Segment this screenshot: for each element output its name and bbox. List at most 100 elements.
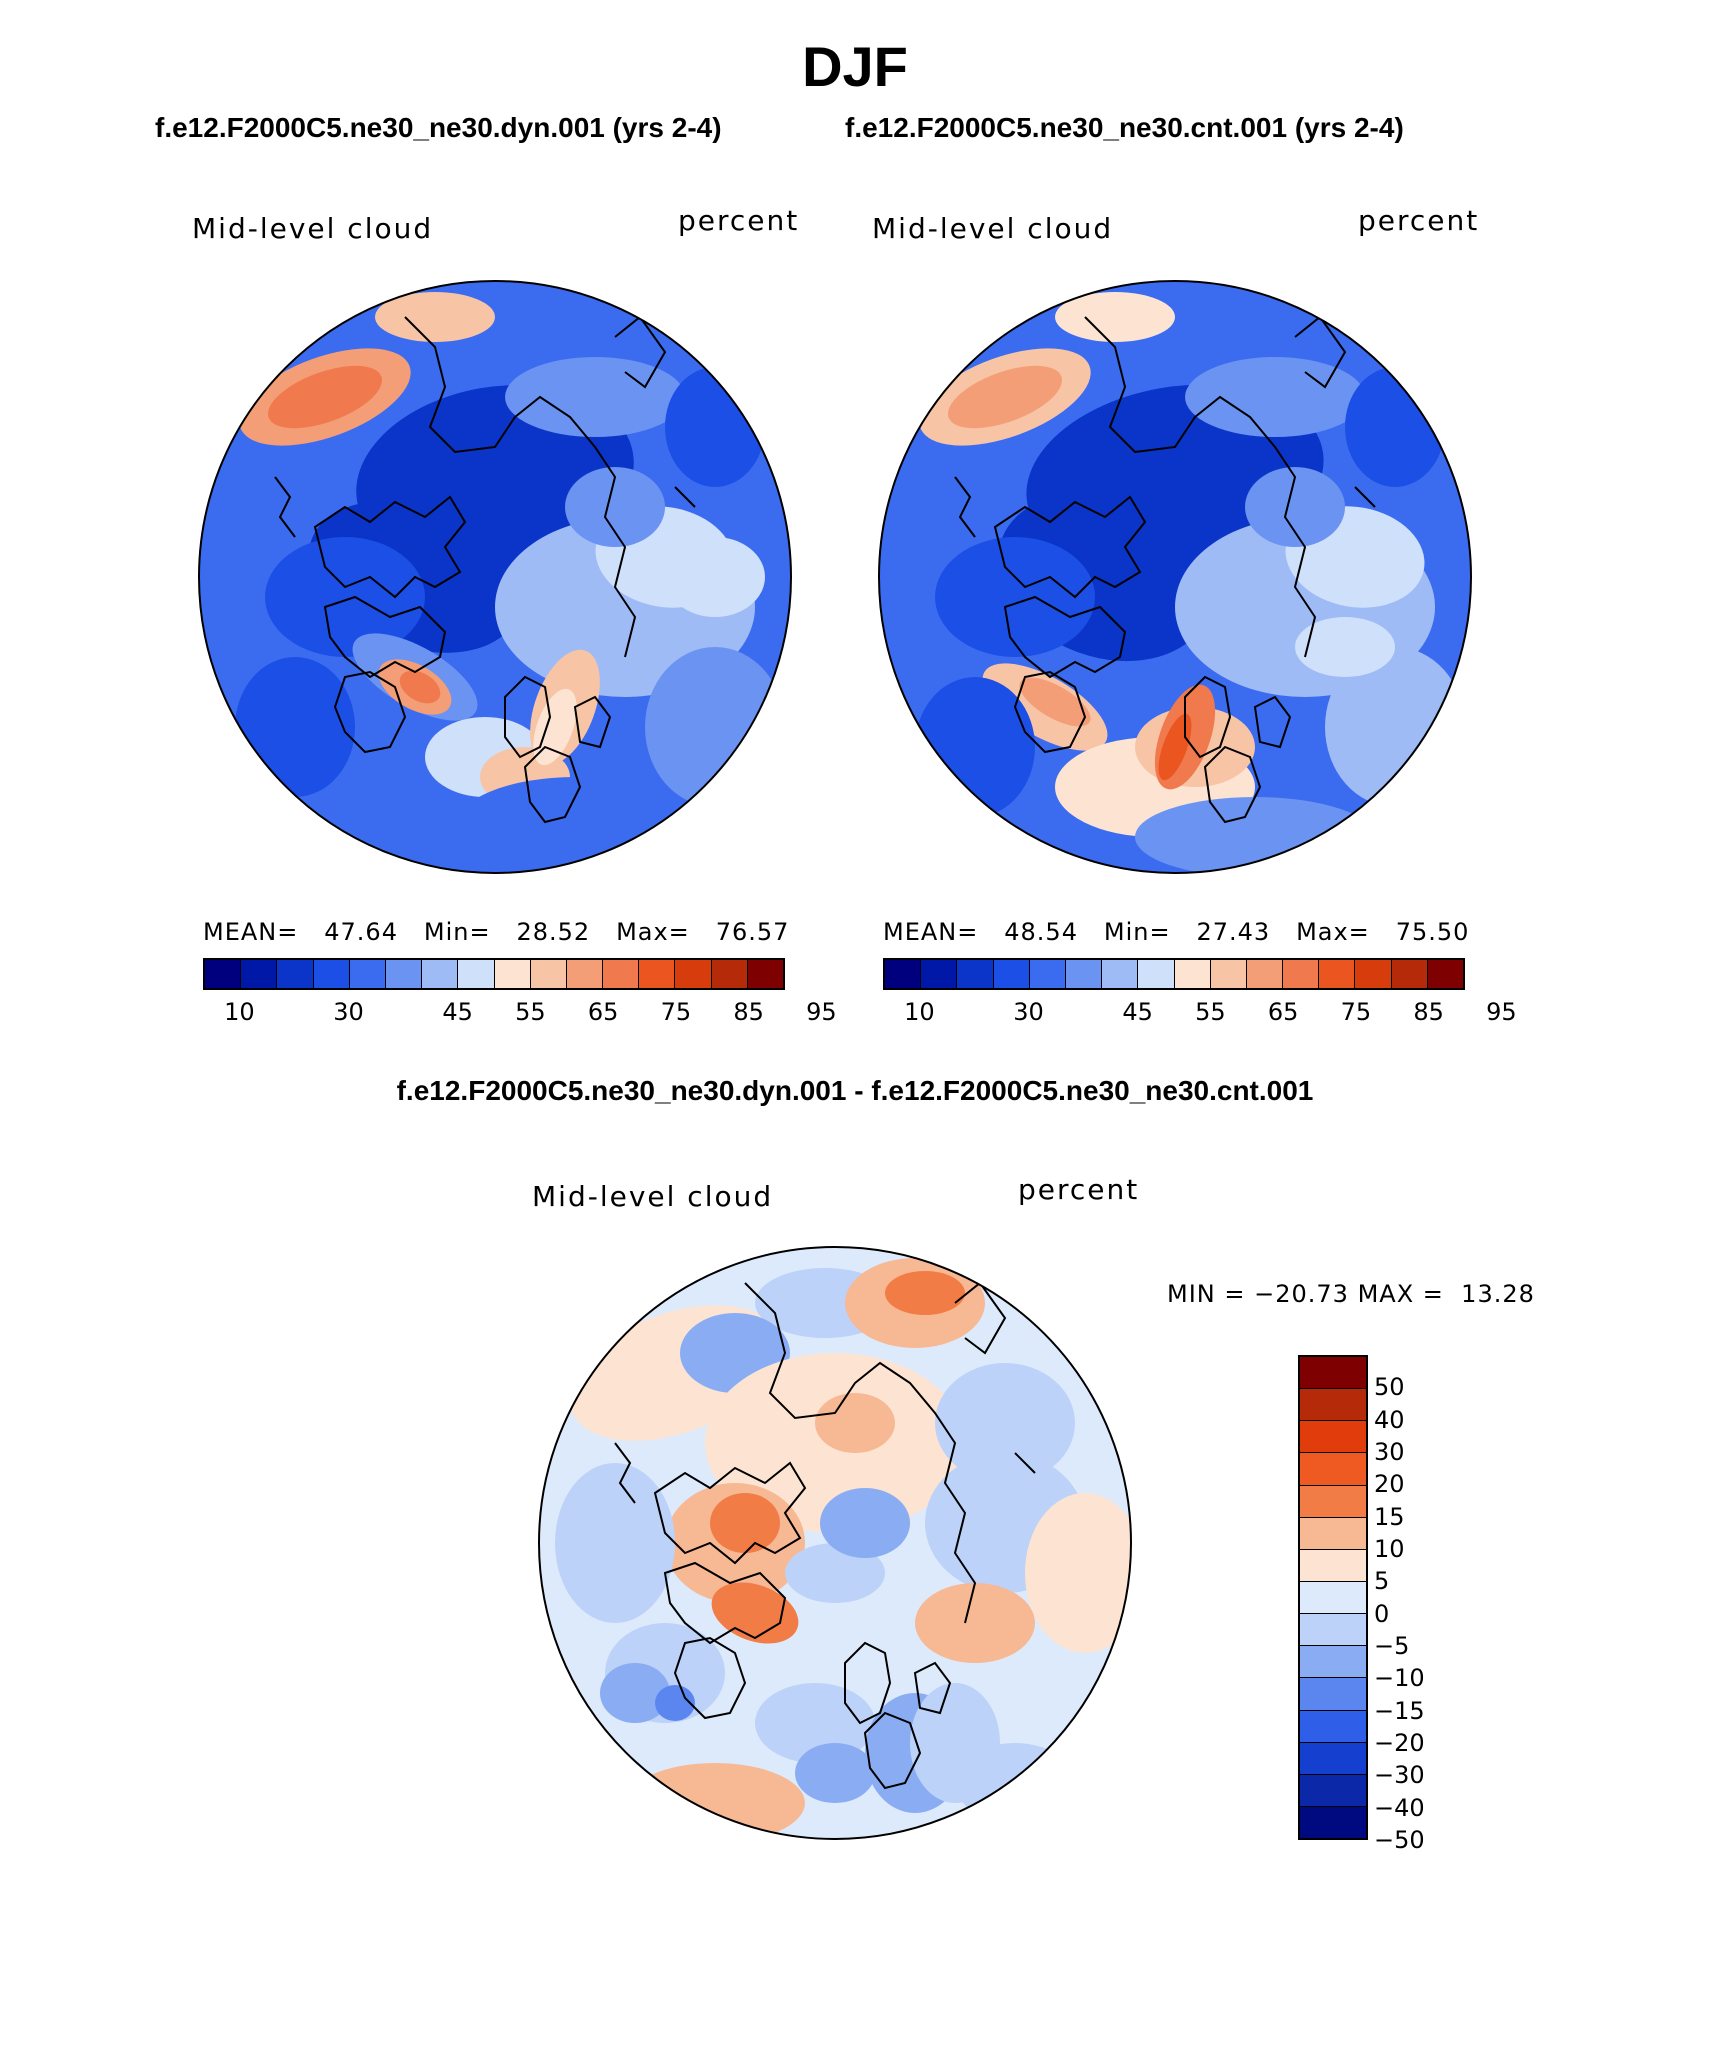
- coastline: [274, 476, 296, 538]
- coastline: [954, 1281, 1007, 1355]
- coastline: [313, 495, 467, 599]
- panel1-max-value: 76.57: [715, 918, 790, 946]
- colorbar-tick-label: 30: [1374, 1438, 1405, 1466]
- cloud-patch: [935, 1363, 1075, 1483]
- colorbar-tick-label: −10: [1374, 1664, 1425, 1693]
- colorbar-cell: [1210, 960, 1247, 988]
- coastline: [954, 476, 976, 538]
- cloud-patch: [555, 1463, 675, 1623]
- coastline: [1253, 695, 1292, 749]
- colorbar-tick-label: 65: [1267, 998, 1299, 1026]
- coastline: [663, 1561, 787, 1645]
- colorbar-tick-label: 75: [1340, 998, 1372, 1026]
- coastline: [1203, 745, 1262, 824]
- cloud-patch: [533, 688, 577, 766]
- colorbar-cell: [1355, 960, 1392, 988]
- cloud-patch: [795, 1743, 875, 1803]
- panel2-units-label: percent: [1358, 204, 1480, 237]
- colorbar-cell: [1300, 1389, 1366, 1422]
- colorbar-cell: [1319, 960, 1356, 988]
- cloud-patch: [885, 1271, 965, 1315]
- coastline: [614, 315, 667, 389]
- colorbar-cell: [1427, 960, 1463, 988]
- panel1-units-label: percent: [678, 204, 800, 237]
- colorbar-tick-label: 50: [1374, 1373, 1405, 1402]
- colorbar-cell: [1300, 1646, 1366, 1679]
- colorbar-cell: [566, 960, 604, 988]
- colorbar-cell: [241, 960, 278, 988]
- coastline: [993, 495, 1147, 599]
- colorbar-cell: [1300, 1485, 1366, 1518]
- cloud-patch: [955, 1743, 1075, 1823]
- cloud-patch: [1019, 677, 1091, 727]
- panel3-stats: MIN = −20.73 MAX = 13.28: [1167, 1280, 1535, 1308]
- colorbar-tick-label: 30: [333, 998, 364, 1026]
- colorbar-tick-label: 10: [224, 998, 255, 1026]
- colorbar-tick-label: 20: [1374, 1470, 1405, 1499]
- cloud-patch: [399, 670, 441, 704]
- panel2-max-label: Max=: [1296, 918, 1370, 946]
- colorbar-tick-label: −50: [1374, 1826, 1425, 1854]
- cloud-patch: [565, 467, 665, 547]
- colorbar-cell: [1300, 1357, 1366, 1390]
- colorbar-tick-label: 45: [442, 998, 473, 1026]
- colorbar-tick-label: 10: [904, 998, 935, 1026]
- panel1-map: [198, 280, 792, 874]
- panel3-max-label: MAX =: [1357, 1280, 1444, 1308]
- coastline: [863, 1711, 922, 1790]
- colorbar-cell: [1283, 960, 1320, 988]
- colorbar-cell: [277, 960, 314, 988]
- cloud-patch: [267, 365, 383, 429]
- cloud-patch: [915, 1583, 1035, 1663]
- colorbar-cell: [921, 960, 958, 988]
- colorbar-tick-label: −5: [1374, 1632, 1410, 1660]
- colorbar-cell: [1300, 1517, 1366, 1550]
- diff-title: f.e12.F2000C5.ne30_ne30.dyn.001 - f.e12.…: [396, 1075, 1314, 1106]
- cloud-patch: [1025, 1493, 1131, 1653]
- cloud-patch: [1245, 467, 1345, 547]
- cloud-patch: [710, 1493, 780, 1553]
- run-title-dyn: f.e12.F2000C5.ne30_ne30.dyn.001 (yrs 2-4…: [155, 112, 722, 143]
- colorbar-cell: [747, 960, 783, 988]
- colorbar-tick-label: 95: [1486, 998, 1517, 1026]
- coastline: [1013, 670, 1087, 754]
- colorbar-tick-label: −40: [1374, 1793, 1425, 1822]
- colorbar-tick-label: 10: [1374, 1535, 1405, 1563]
- cloud-patch: [1295, 617, 1395, 677]
- colorbar-cell: [1300, 1614, 1366, 1647]
- colorbar-tick-label: 65: [587, 998, 619, 1026]
- colorbar-cell: [711, 960, 748, 988]
- colorbar-cell: [603, 960, 640, 988]
- colorbar-cell: [313, 960, 350, 988]
- colorbar-cell: [1246, 960, 1284, 988]
- cloud-patch: [1158, 713, 1192, 781]
- panel3-units-label: percent: [1018, 1173, 1140, 1206]
- colorbar-cell: [1300, 1421, 1366, 1454]
- coastline: [323, 595, 447, 679]
- colorbar-cell: [1300, 1678, 1366, 1711]
- coastline: [844, 1641, 892, 1725]
- colorbar-cell: [458, 960, 495, 988]
- panel1-min-label: Min=: [423, 918, 491, 946]
- colorbar-tick-label: −20: [1374, 1729, 1425, 1757]
- map-boundary: [878, 280, 1472, 874]
- colorbar-tick-label: 15: [1374, 1502, 1405, 1531]
- coastline: [1294, 315, 1347, 389]
- map-boundary: [538, 1246, 1132, 1840]
- colorbar-cell: [205, 960, 242, 988]
- panel2-mean-label: MEAN=: [883, 918, 979, 946]
- figure-title: DJF: [802, 35, 908, 98]
- colorbar-cell: [1300, 1774, 1366, 1807]
- panel3-min-label: MIN =: [1167, 1280, 1246, 1308]
- coastline: [1184, 675, 1232, 759]
- panel2-mean-value: 48.54: [1004, 918, 1078, 946]
- coastline: [333, 670, 407, 754]
- cloud-patch: [505, 357, 685, 437]
- colorbar-tick-label: 85: [733, 998, 764, 1026]
- colorbar-cell: [1300, 1742, 1366, 1775]
- cloud-patch: [815, 1393, 895, 1453]
- panel2-colorbar: [883, 958, 1465, 990]
- cloud-patch: [375, 292, 495, 342]
- coastline: [1014, 1452, 1036, 1474]
- panel1-variable-label: Mid-level cloud: [192, 212, 434, 245]
